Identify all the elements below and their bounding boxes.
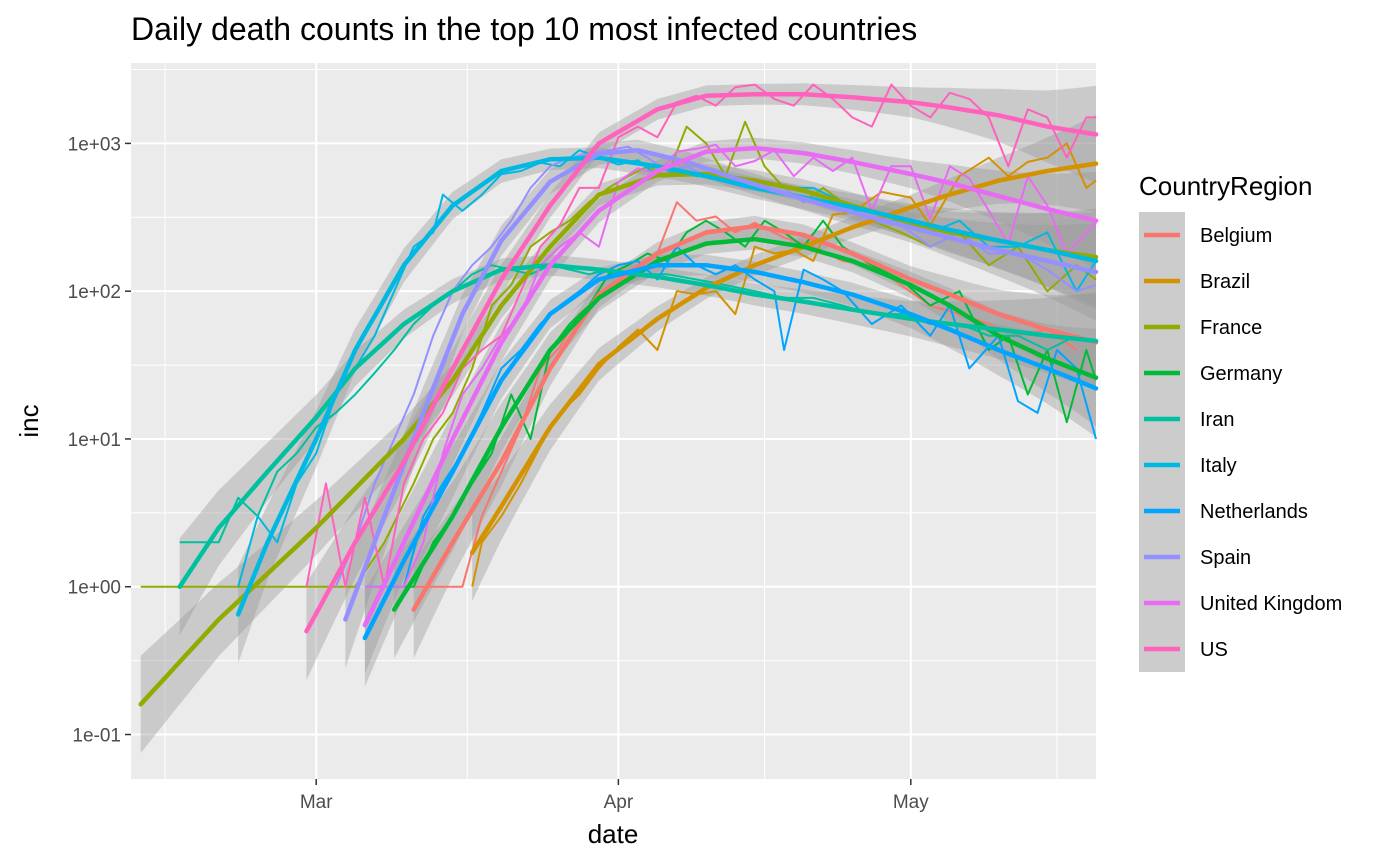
series-line-smooth	[362, 145, 1099, 628]
y-tick-label: 1e+00	[68, 578, 121, 599]
legend-label: Belgium	[1200, 225, 1272, 247]
legend-title: CountryRegion	[1139, 171, 1312, 201]
chart-title: Daily death counts in the top 10 most in…	[131, 11, 917, 47]
series-line-smooth	[343, 147, 1099, 622]
x-tick-label: May	[893, 792, 929, 813]
plot-panel	[131, 63, 1096, 779]
y-tick-label: 1e+03	[68, 134, 121, 155]
y-axis-title: inc	[14, 404, 44, 437]
y-tick-label: 1e-01	[72, 726, 121, 747]
series-line-smooth	[469, 161, 1099, 555]
x-tick-label: Mar	[300, 792, 333, 813]
series-line-smooth	[235, 155, 1099, 617]
confidence-band	[140, 163, 1096, 754]
y-tick-label: 1e+02	[68, 282, 121, 303]
legend-items: Belgium Brazil France Germany Iran Italy Nethe…	[1139, 212, 1342, 672]
smooth-series-lines	[138, 92, 1099, 707]
legend-label: Iran	[1200, 409, 1234, 431]
series-line-smooth	[362, 262, 1099, 641]
x-tick-label: Apr	[604, 792, 634, 813]
confidence-band	[472, 114, 1096, 602]
legend-label: France	[1200, 317, 1262, 339]
legend: CountryRegion Belgium Brazil France Germany…	[1139, 171, 1342, 672]
axis-layer: 1e-01 1e+00 1e+01 1e+02 1e+03 Mar Apr May	[68, 134, 930, 813]
legend-label: Spain	[1200, 547, 1251, 569]
legend-label: US	[1200, 639, 1228, 661]
legend-label: United Kingdom	[1200, 593, 1342, 615]
legend-label: Netherlands	[1200, 501, 1308, 523]
confidence-band	[413, 215, 1096, 659]
legend-label: Germany	[1200, 363, 1282, 385]
series-line-raw	[394, 219, 1097, 588]
series-line-smooth	[304, 92, 1099, 634]
x-axis-title: date	[588, 819, 639, 849]
legend-label: Brazil	[1200, 271, 1250, 293]
legend-label: Italy	[1200, 455, 1237, 477]
series-line-raw	[364, 143, 1097, 588]
series-line-smooth	[411, 224, 1099, 612]
series-line-raw	[305, 83, 1096, 588]
y-tick-label: 1e+01	[68, 430, 121, 451]
